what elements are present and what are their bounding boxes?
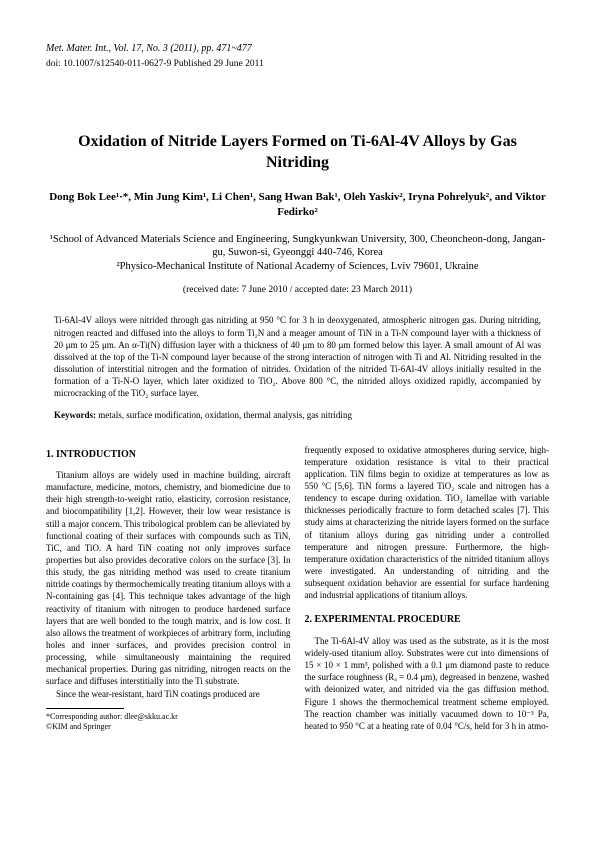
affiliation-1: ¹School of Advanced Materials Science an… xyxy=(46,233,549,260)
keywords-line: Keywords: metals, surface modification, … xyxy=(54,409,541,421)
section-2-heading: 2. EXPERIMENTAL PROCEDURE xyxy=(305,613,550,627)
doi-line: doi: 10.1007/s12540-011-0627-9 Published… xyxy=(46,58,549,71)
keywords-values: metals, surface modification, oxidation,… xyxy=(96,410,352,420)
affiliations: ¹School of Advanced Materials Science an… xyxy=(46,233,549,274)
affiliation-2: ²Physico-Mechanical Institute of Nationa… xyxy=(46,260,549,274)
journal-info: Met. Mater. Int., Vol. 17, No. 3 (2011),… xyxy=(46,42,549,56)
keywords-label: Keywords: xyxy=(54,410,96,420)
footnote-rule xyxy=(46,708,124,709)
intro-paragraph-1: Titanium alloys are widely used in machi… xyxy=(46,469,291,688)
abstract-text: Ti-6Al-4V alloys were nitrided through g… xyxy=(54,314,541,399)
copyright-line: ©KIM and Springer xyxy=(46,722,291,732)
paper-title: Oxidation of Nitride Layers Formed on Ti… xyxy=(46,132,549,174)
intro-paragraph-3: frequently exposed to oxidative atmosphe… xyxy=(305,444,550,602)
experimental-paragraph-1: The Ti-6Al-4V alloy was used as the subs… xyxy=(305,635,550,732)
left-column: 1. INTRODUCTION Titanium alloys are wide… xyxy=(46,444,291,733)
intro-paragraph-2: Since the wear-resistant, hard TiN coati… xyxy=(46,688,291,700)
authors-list: Dong Bok Lee¹·*, Min Jung Kim¹, Li Chen¹… xyxy=(46,190,549,221)
body-columns: 1. INTRODUCTION Titanium alloys are wide… xyxy=(46,444,549,733)
dates-line: (received date: 7 June 2010 / accepted d… xyxy=(46,284,549,297)
corresponding-author: *Corresponding author: dlee@skku.ac.kr xyxy=(46,712,291,722)
right-column: frequently exposed to oxidative atmosphe… xyxy=(305,444,550,733)
section-1-heading: 1. INTRODUCTION xyxy=(46,448,291,462)
